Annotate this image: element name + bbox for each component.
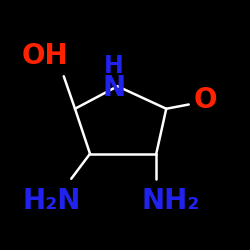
Text: H: H xyxy=(104,54,124,78)
Text: O: O xyxy=(193,86,217,114)
Text: OH: OH xyxy=(21,42,68,70)
Text: NH₂: NH₂ xyxy=(141,187,200,215)
Text: H₂N: H₂N xyxy=(22,187,81,215)
Text: N: N xyxy=(102,74,125,102)
